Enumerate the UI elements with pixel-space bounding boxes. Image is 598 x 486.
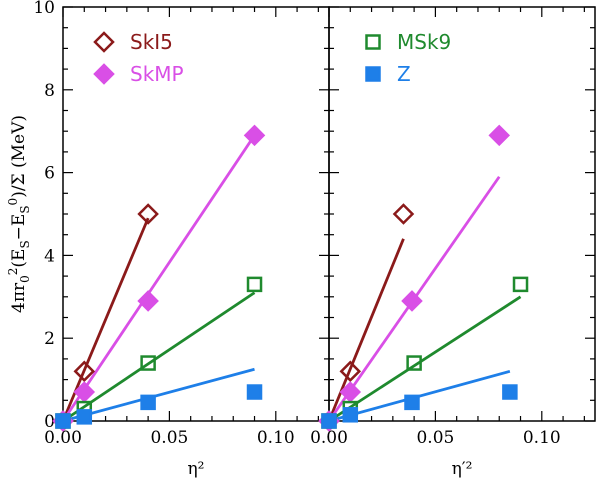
fit-line-ski5 (61, 217, 150, 422)
data-point-z (140, 394, 156, 411)
legend-label-msk9: MSk9 (397, 30, 451, 54)
data-point-ski5 (392, 203, 415, 225)
data-point-msk9 (406, 355, 422, 371)
fit-line-msk9 (62, 291, 256, 423)
legend-label-z: Z (397, 62, 411, 86)
x-tick-label: 0.05 (416, 428, 454, 448)
data-point-skmp (137, 290, 159, 312)
y-tick-label: 2 (44, 329, 55, 349)
legend-label-ski5: SkI5 (130, 30, 173, 54)
x-axis-label: η′² (452, 459, 473, 479)
x-tick-label: 0.00 (44, 428, 82, 448)
y-tick-label: 8 (44, 81, 55, 101)
data-point-z (404, 394, 420, 411)
y-axis-label: 4πr02(ES−ES0)/Σ (MeV) (6, 115, 32, 313)
x-axis-label: η² (188, 459, 205, 479)
y-tick-label: 10 (33, 0, 55, 18)
legend-marker-msk9 (365, 34, 381, 50)
data-point-ski5 (339, 360, 362, 383)
data-point-z (342, 407, 359, 423)
x-tick-label: 0.00 (310, 428, 348, 448)
data-point-msk9 (140, 355, 156, 371)
x-tick-label: 0.05 (150, 428, 188, 448)
y-tick-label: 4 (44, 246, 55, 266)
data-point-z (502, 384, 518, 400)
y-axis-label-text: 4πr02(ES−ES0)/Σ (MeV) (6, 115, 32, 313)
data-point-z (76, 409, 93, 425)
data-point-z (246, 384, 263, 400)
legend-marker-z (365, 66, 381, 82)
y-tick-label: 0 (44, 412, 55, 432)
fit-line-z (62, 367, 255, 423)
data-point-ski5 (137, 203, 159, 225)
legend-marker-ski5 (93, 31, 115, 53)
data-point-z (321, 413, 337, 429)
left-panel: 0.00 0.05 0.10 0 2 4 6 8 10 η² SkI5 SkMP (33, 0, 330, 479)
x-tick-label: 0.10 (257, 428, 295, 448)
right-panel: 0.00 0.05 0.10 η′² MSk9 Z (310, 6, 596, 479)
fit-line-skmp (61, 134, 256, 422)
data-point-z (55, 413, 71, 429)
legend-marker-skmp (93, 63, 115, 85)
fit-line-msk9 (328, 295, 522, 423)
data-point-skmp (401, 290, 423, 312)
data-point-msk9 (246, 276, 263, 293)
data-point-msk9 (512, 276, 529, 293)
data-point-skmp (243, 124, 266, 147)
legend-label-skmp: SkMP (130, 62, 184, 86)
x-tick-label: 0.10 (523, 428, 561, 448)
data-point-skmp (488, 124, 511, 147)
y-tick-label: 6 (44, 164, 55, 184)
data-point-ski5 (73, 360, 96, 383)
